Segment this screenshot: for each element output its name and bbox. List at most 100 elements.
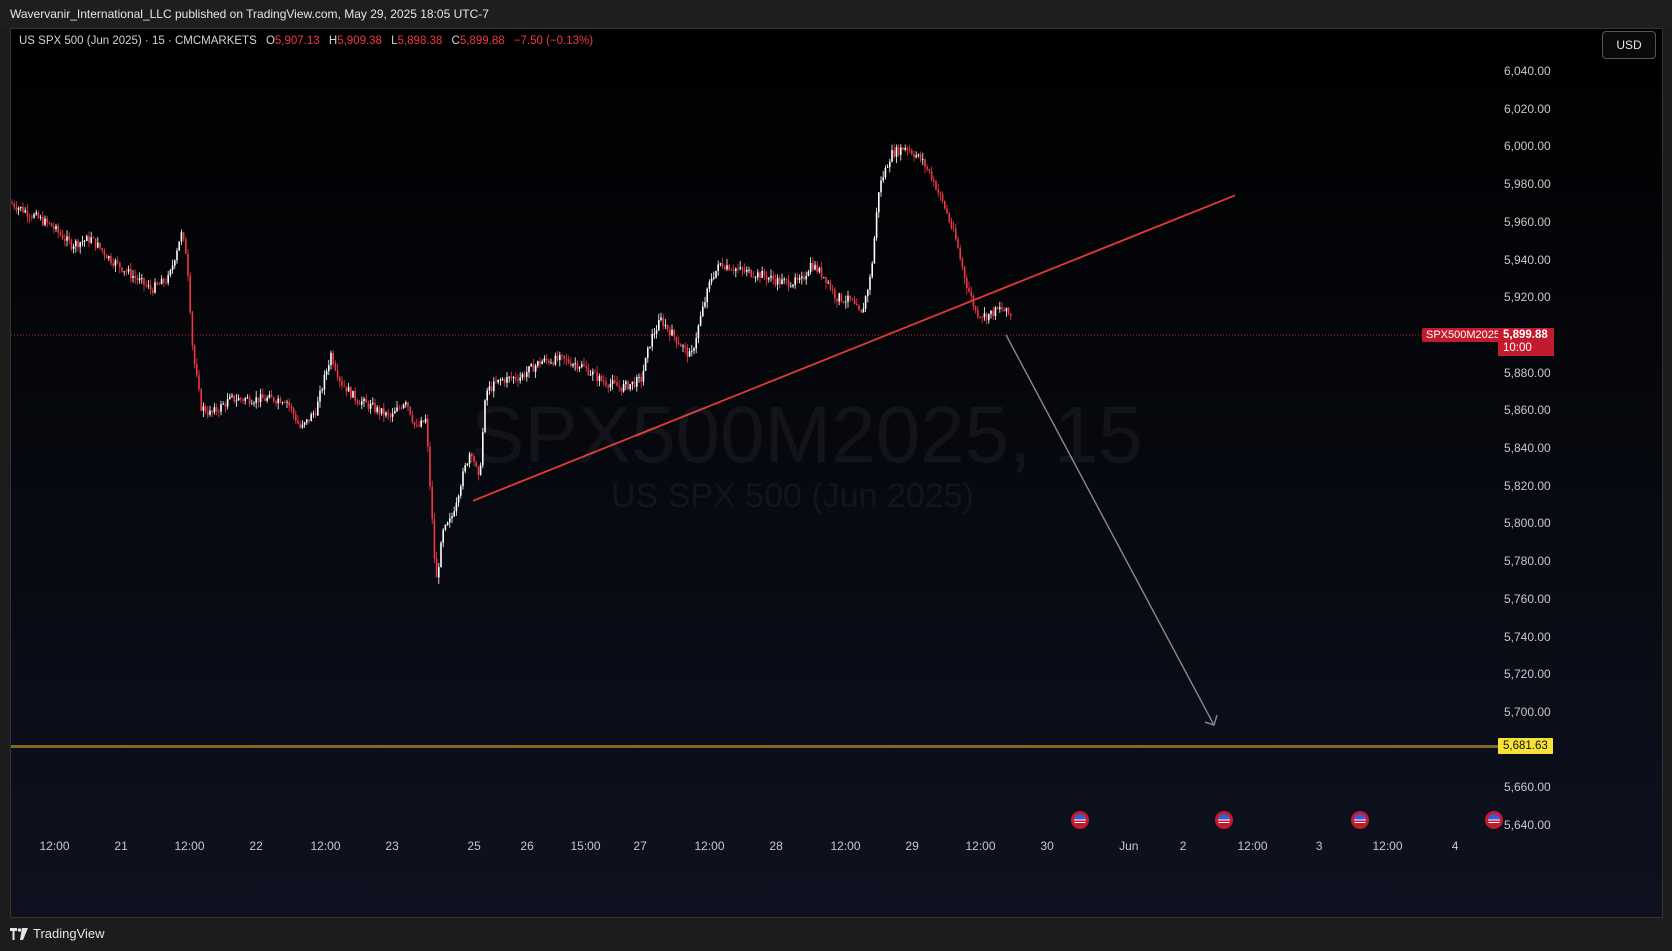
price-axis-label: 6,020.00 [1504,101,1551,116]
candle-body [112,263,114,266]
candle-body [728,265,730,271]
candle-body [831,289,834,290]
candle-body [706,288,708,303]
candle-body [163,278,165,283]
candle-body [517,379,519,381]
candle-body [644,357,647,371]
candle-body [572,364,574,366]
candle-body [191,312,194,346]
candle-body [506,377,508,383]
candle-body [314,413,317,416]
level-price-tag: 5,681.63 [1498,738,1553,754]
candle-body [341,381,343,386]
candle-body [176,250,178,261]
candle-body [323,374,326,390]
candle-body [363,398,365,402]
candle-body [303,422,306,425]
candle-body [554,355,557,365]
time-axis-label: 29 [905,839,919,853]
time-axis-label: 21 [114,839,128,853]
candle-body [732,270,735,271]
us-flag-event-icon[interactable] [1071,811,1089,829]
candle-body [638,377,640,378]
current-price-value: 5,899.88 [1503,329,1548,341]
price-axis-label: 5,840.00 [1504,441,1551,455]
candle-body [130,268,132,279]
candle-body [389,414,392,417]
candle-body [977,310,979,317]
legend-symbol[interactable]: US SPX 500 (Jun 2025) · 15 · CMCMARKETS [19,35,257,47]
candle-body [737,268,739,270]
candle-body [823,277,825,278]
candle-body [407,402,409,407]
trendline [472,194,1236,502]
candle-body [985,313,988,321]
time-axis-label: 30 [1040,839,1054,853]
candle-body [231,395,233,397]
candle-body [224,403,227,407]
price-axis-label: 5,720.00 [1504,667,1551,682]
candle-body [992,310,994,317]
candle-body [42,217,44,225]
candle-body [640,377,642,382]
candle-body [204,406,207,413]
candle-body [310,414,312,422]
candle-body [649,346,651,348]
candle-body [174,260,176,266]
us-flag-event-icon[interactable] [1485,811,1503,829]
candle-body [77,240,79,248]
candle-body [891,150,893,162]
chart-canvas[interactable] [11,29,1662,917]
tradingview-brand: TradingView [33,926,105,941]
candle-body [182,232,185,240]
chart-pane[interactable]: SPX500M2025, 15 US SPX 500 (Jun 2025) US… [10,28,1663,918]
candle-body [642,370,645,382]
high-label: H [328,35,338,47]
candle-body [13,203,15,208]
candle-body [242,399,244,401]
candle-body [347,387,350,392]
us-flag-event-icon[interactable] [1215,811,1233,829]
candle-body [482,432,484,466]
candle-body [94,238,97,248]
candle-body [149,285,152,290]
us-flag-event-icon[interactable] [1351,811,1369,829]
candle-body [83,240,86,242]
candle-body [308,419,310,422]
candle-body [776,278,779,285]
candle-body [420,420,422,427]
tradingview-logo[interactable]: TradingView [10,926,105,941]
candle-body [880,180,882,193]
candle-body [398,407,400,409]
candle-body [321,389,323,391]
candle-body [686,347,689,357]
candle-body [939,192,942,195]
currency-button[interactable]: USD [1602,31,1656,59]
price-axis-label: 5,640.00 [1504,818,1551,832]
current-price-tag: 5,899.88 10:00 [1498,328,1554,356]
time-axis-label: 4 [1451,839,1459,853]
ohlc-legend: US SPX 500 (Jun 2025) · 15 · CMCMARKETS … [19,35,593,47]
candle-body [585,365,587,368]
candle-body [383,408,385,416]
price-axis-label: 5,880.00 [1504,365,1551,380]
candle-body [801,276,803,279]
candle-body [570,362,572,366]
candle-body [576,363,579,369]
candle-body [466,463,469,466]
candle-body [299,423,301,428]
candle-body [673,329,675,337]
candle-body [438,567,440,578]
candle-body [20,207,22,209]
candle-body [376,407,378,412]
candle-body [86,236,88,241]
candle-body [994,307,997,317]
candle-body [460,486,462,496]
candle-body [660,317,662,321]
candle-body [512,377,515,379]
candle-body [614,380,616,383]
candle-body [345,386,348,392]
candle-body [290,405,293,409]
candle-body [862,308,865,313]
candle-body [277,398,279,404]
